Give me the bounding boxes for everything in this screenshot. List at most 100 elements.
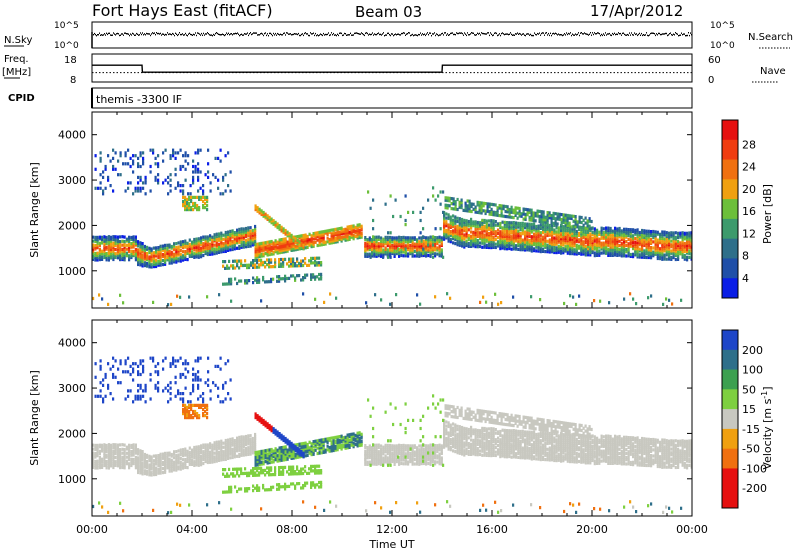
power-cell: [465, 231, 468, 235]
power-cell: [230, 264, 233, 268]
nsky-point: [325, 33, 326, 36]
power-cell: [256, 206, 259, 210]
power-cell: [112, 164, 115, 169]
nsky-point: [357, 32, 358, 35]
power-cell: [134, 253, 137, 257]
power-cell: [582, 248, 585, 252]
power-cell: [485, 245, 488, 249]
power-cell: [268, 215, 271, 219]
power-cell: [168, 253, 171, 257]
velocity-cell: [240, 439, 243, 443]
power-cell: [312, 244, 315, 248]
power-cell: [650, 250, 653, 254]
power-cell: [169, 156, 172, 160]
power-cell: [503, 233, 506, 237]
power-cell: [681, 237, 684, 241]
power-cell: [215, 234, 218, 239]
velocity-cell: [159, 457, 162, 461]
nsky-point: [298, 32, 299, 35]
velocity-cell: [137, 448, 140, 452]
nsky-point: [642, 34, 643, 37]
power-cell: [186, 199, 189, 204]
velocity-cell: [231, 447, 234, 451]
power-cell: [466, 199, 469, 203]
velocity-cell: [177, 453, 180, 457]
velocity-cell: [184, 458, 187, 462]
nsky-point: [177, 34, 178, 37]
power-cell: [528, 244, 531, 248]
power-cell: [418, 242, 421, 246]
velocity-cell: [209, 458, 212, 462]
power-cell: [449, 215, 452, 219]
velocity-cell: [119, 456, 122, 460]
velocity-cell: [202, 452, 205, 456]
power-cell: [589, 247, 592, 251]
nsky-point: [509, 33, 510, 35]
power-cell: [443, 215, 446, 219]
power-cell: [137, 252, 140, 256]
velocity-cell: [132, 445, 135, 450]
nsky-point: [422, 33, 423, 35]
power-cell: [488, 237, 491, 241]
nsky-point: [423, 34, 424, 36]
power-cell: [220, 238, 223, 242]
nsky-point: [458, 32, 459, 35]
power-cell: [107, 175, 110, 179]
power-cell: [530, 245, 533, 249]
power-cell: [555, 248, 558, 252]
power-cell: [238, 227, 241, 231]
power-cell: [470, 234, 473, 238]
power-cell: [274, 250, 277, 254]
velocity-cell: [173, 452, 176, 456]
power-cell: [391, 250, 394, 254]
velocity-cell: [123, 455, 126, 459]
power-cell: [562, 243, 565, 247]
nsky-point: [670, 32, 671, 34]
nsky-point: [113, 32, 114, 34]
velocity-cell: [148, 456, 151, 460]
power-cell: [552, 216, 555, 220]
power-cell: [170, 246, 173, 250]
nsky-point: [142, 32, 143, 34]
nsky-point: [202, 34, 203, 36]
power-cell: [501, 235, 504, 239]
nsky-point: [574, 34, 575, 36]
power-cell: [166, 249, 169, 253]
power-cell: [679, 252, 682, 256]
nsky-point: [149, 33, 150, 35]
power-cell: [262, 243, 265, 247]
power-cell: [234, 277, 237, 281]
power-cell: [575, 234, 578, 238]
nsky-point: [411, 34, 412, 36]
power-cell: [224, 239, 227, 243]
power-cell: [182, 244, 185, 248]
power-cell: [130, 249, 133, 253]
power-cell: [470, 226, 473, 230]
power-cell: [539, 233, 542, 237]
power-cell: [286, 249, 289, 253]
power-cell: [618, 233, 621, 237]
power-cell: [538, 214, 541, 218]
power-cell: [500, 206, 503, 210]
power-cell: [229, 229, 232, 233]
power-cell: [584, 216, 587, 220]
power-cell: [488, 235, 491, 239]
power-cell: [102, 170, 105, 174]
power-cell: [510, 205, 513, 209]
power-cell: [284, 228, 287, 233]
power-cell: [548, 223, 551, 228]
power-cell: [150, 253, 153, 257]
power-cell: [137, 162, 140, 166]
power-cell: [588, 217, 591, 221]
power-cell: [107, 247, 110, 251]
power-cell: [312, 241, 315, 245]
power-cell: [238, 259, 241, 263]
power-cell: [555, 242, 558, 246]
power-cell: [105, 258, 108, 262]
power-cell: [152, 262, 155, 266]
power-cell: [499, 236, 502, 240]
power-cell: [164, 148, 167, 152]
power-cell: [173, 260, 176, 264]
velocity-cell: [98, 443, 101, 447]
power-cell: [227, 237, 230, 241]
